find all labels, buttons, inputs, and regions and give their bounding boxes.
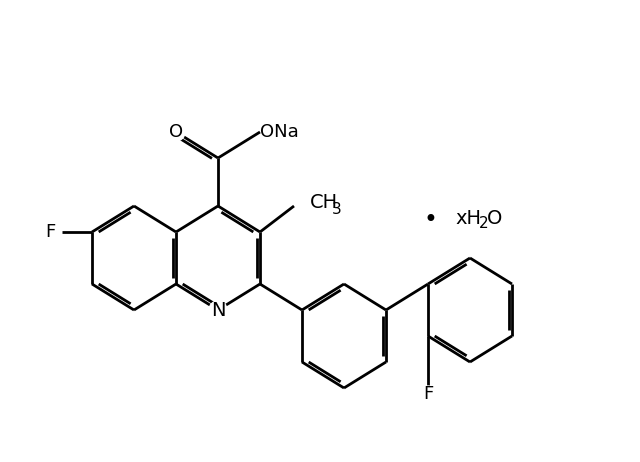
Circle shape bbox=[42, 224, 58, 240]
Circle shape bbox=[209, 301, 227, 319]
Text: ONa: ONa bbox=[260, 123, 299, 141]
Text: 2: 2 bbox=[479, 217, 488, 231]
Text: F: F bbox=[45, 223, 55, 241]
Circle shape bbox=[420, 386, 436, 402]
Circle shape bbox=[167, 123, 185, 141]
Text: •: • bbox=[423, 208, 437, 232]
Text: N: N bbox=[211, 300, 225, 320]
Text: O: O bbox=[487, 208, 502, 227]
Text: O: O bbox=[169, 123, 183, 141]
Text: 3: 3 bbox=[332, 202, 342, 218]
Text: xH: xH bbox=[455, 208, 481, 227]
Text: F: F bbox=[423, 385, 433, 403]
Text: CH: CH bbox=[310, 194, 338, 213]
